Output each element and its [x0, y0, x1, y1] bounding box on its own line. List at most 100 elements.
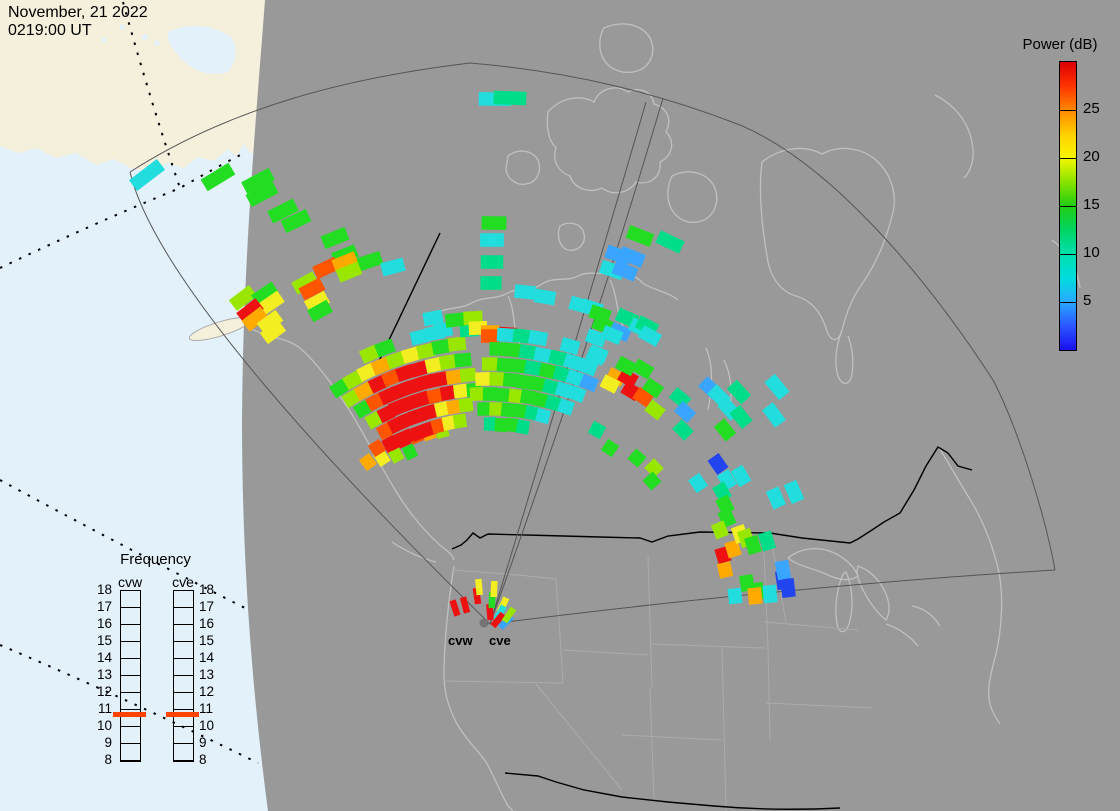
backscatter-cell	[421, 403, 439, 421]
backscatter-cell	[577, 357, 599, 377]
backscatter-cell	[480, 255, 504, 269]
map-site-label-cvw: cvw	[448, 633, 473, 648]
backscatter-cell	[422, 309, 444, 327]
backscatter-cell	[625, 225, 655, 247]
frequency-tick-label-left: 17	[96, 599, 112, 614]
backscatter-cell	[458, 397, 474, 413]
frequency-tick-label-right: 9	[199, 735, 207, 750]
backscatter-cell	[353, 381, 375, 401]
backscatter-cell	[584, 328, 608, 348]
backscatter-cell	[716, 469, 738, 491]
backscatter-cell	[489, 341, 507, 357]
backscatter-cell	[438, 354, 458, 370]
backscatter-cell	[469, 386, 485, 402]
backscatter-cell	[716, 561, 734, 579]
fov-far-range-arc	[129, 62, 1056, 571]
frequency-column-label-cve: cve	[172, 574, 194, 590]
backscatter-cell	[500, 402, 516, 418]
timestamp-date: November, 21 2022	[8, 4, 148, 21]
backscatter-cell	[544, 394, 562, 412]
frequency-tick-label-right: 8	[199, 752, 207, 767]
backscatter-cell	[672, 419, 694, 441]
near-range-echo-streak	[490, 611, 506, 629]
backscatter-cell	[774, 559, 792, 581]
backscatter-cell	[267, 198, 299, 224]
backscatter-cell	[415, 342, 437, 360]
frequency-marker-cve	[166, 711, 199, 717]
frequency-tick-label-left: 15	[96, 633, 112, 648]
colorbar-tick-label: 25	[1083, 100, 1100, 117]
backscatter-cell	[532, 391, 550, 409]
backscatter-cell	[367, 438, 387, 458]
backscatter-cell	[493, 90, 527, 106]
backscatter-cell	[762, 402, 786, 428]
backscatter-cell	[387, 398, 407, 418]
backscatter-cell	[489, 372, 505, 386]
frequency-tick-label-right: 15	[199, 633, 215, 648]
backscatter-cell	[358, 452, 378, 472]
backscatter-cell	[320, 226, 350, 250]
backscatter-cell	[356, 250, 384, 272]
backscatter-cell	[409, 424, 427, 442]
near-range-echo-streak	[475, 578, 483, 596]
backscatter-cell	[726, 379, 752, 405]
frequency-tick-label-left: 12	[96, 684, 112, 699]
backscatter-cell	[358, 344, 382, 364]
backscatter-cell	[397, 428, 415, 446]
backscatter-cell	[559, 337, 581, 355]
backscatter-cell	[335, 261, 363, 283]
backscatter-cell	[510, 358, 528, 374]
backscatter-cell	[495, 387, 511, 403]
colorbar-title: Power (dB)	[1022, 36, 1098, 53]
backscatter-cell	[518, 344, 538, 360]
backscatter-cell	[578, 373, 600, 393]
backscatter-cell	[413, 390, 431, 408]
frequency-tick-label-right: 11	[199, 701, 214, 716]
frequency-tick-label-left: 13	[96, 667, 112, 682]
backscatter-cell	[342, 369, 364, 391]
backscatter-cell	[599, 374, 621, 394]
backscatter-cell	[533, 346, 553, 364]
backscatter-cell	[627, 448, 647, 468]
backscatter-cell	[557, 398, 575, 416]
colorbar-tick-line	[1060, 302, 1076, 303]
backscatter-cell	[365, 392, 385, 412]
backscatter-cell	[431, 338, 451, 356]
backscatter-cell	[514, 284, 536, 300]
backscatter-cell	[713, 418, 737, 442]
backscatter-cell	[480, 233, 504, 247]
backscatter-cell	[291, 271, 319, 295]
backscatter-cell	[374, 338, 396, 358]
backscatter-cell	[298, 277, 326, 301]
frequency-tick-label-right: 13	[199, 667, 215, 682]
backscatter-cell	[508, 388, 524, 404]
frequency-tick-label-left: 10	[96, 718, 112, 733]
backscatter-cell	[515, 374, 533, 390]
colorbar-tick-label: 15	[1083, 196, 1100, 213]
backscatter-cell	[515, 419, 531, 435]
frequency-scale-cvw	[120, 590, 141, 762]
backscatter-cell	[307, 299, 333, 323]
backscatter-cell	[632, 386, 654, 408]
backscatter-cell	[385, 350, 407, 370]
backscatter-cell	[441, 415, 457, 431]
backscatter-cell	[538, 362, 558, 380]
backscatter-cell	[380, 368, 402, 388]
near-range-echo-streak	[449, 599, 461, 617]
backscatter-cell	[370, 356, 392, 376]
backscatter-cell	[744, 534, 762, 556]
backscatter-cell	[534, 407, 552, 425]
coastal-inlet	[167, 26, 236, 75]
backscatter-cell	[747, 587, 763, 605]
timestamp: November, 21 2022 0219:00 UT	[8, 4, 148, 40]
frequency-tick-label-left: 11	[97, 701, 112, 716]
backscatter-cell	[401, 443, 419, 461]
backscatter-cell	[673, 400, 697, 424]
backscatter-cell	[641, 377, 665, 399]
backscatter-cell	[250, 281, 280, 307]
backscatter-cell	[512, 328, 532, 344]
backscatter-cell	[481, 329, 499, 343]
backscatter-cell	[496, 327, 516, 343]
